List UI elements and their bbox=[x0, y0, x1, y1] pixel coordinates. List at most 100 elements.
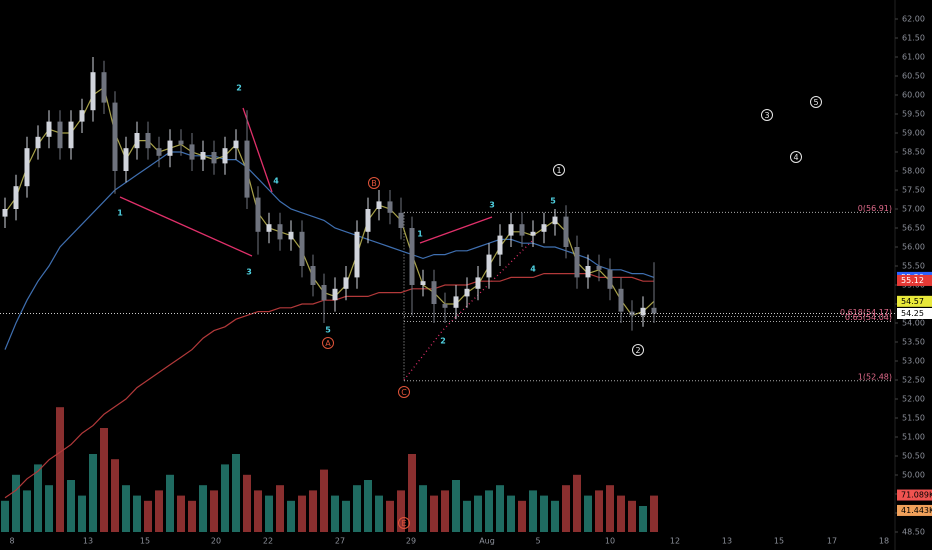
wave-label: 2 bbox=[440, 337, 446, 346]
volume-bar bbox=[232, 454, 240, 532]
candle-body bbox=[618, 288, 624, 312]
volume-bar bbox=[650, 495, 658, 532]
volume-bar bbox=[100, 428, 108, 532]
x-tick-label: 13 bbox=[83, 537, 93, 546]
wave-circled-label: 1 bbox=[556, 166, 561, 175]
y-tick-label: 58.50 bbox=[902, 148, 925, 157]
wave-circled-label: 2 bbox=[635, 346, 640, 355]
candle-body bbox=[101, 72, 107, 103]
volume-bar bbox=[298, 495, 306, 532]
y-tick-label: 50.00 bbox=[902, 471, 925, 480]
candle-body bbox=[79, 110, 85, 122]
price-tag bbox=[897, 504, 932, 516]
candle-body bbox=[13, 186, 19, 209]
candle-body bbox=[288, 231, 294, 240]
price-tag-label: 54.57 bbox=[901, 297, 924, 306]
candle-body bbox=[134, 133, 140, 149]
candle-body bbox=[508, 224, 514, 236]
volume-bar bbox=[287, 500, 295, 532]
y-tick-label: 48.50 bbox=[902, 528, 925, 537]
volume-bar bbox=[34, 464, 42, 532]
candle-body bbox=[640, 307, 646, 316]
wave-circle bbox=[553, 164, 565, 176]
x-tick-label: 20 bbox=[211, 537, 221, 546]
volume-bar bbox=[595, 490, 603, 532]
candle-body bbox=[475, 277, 481, 289]
candle-body bbox=[376, 201, 382, 209]
candle-body bbox=[90, 72, 96, 111]
price-tag-label: 41.443K bbox=[901, 506, 932, 515]
x-tick-label: 22 bbox=[263, 537, 273, 546]
wave-label: 5 bbox=[325, 326, 331, 335]
trend-line bbox=[403, 239, 534, 381]
wave-circled-label: A bbox=[325, 339, 331, 348]
volume-bar bbox=[155, 490, 163, 532]
wave-circled-label: E bbox=[401, 519, 406, 528]
x-tick-label: Aug bbox=[479, 537, 495, 546]
candle-body bbox=[431, 281, 437, 304]
candle-body bbox=[563, 216, 569, 247]
volume-bar bbox=[1, 500, 9, 532]
candle-body bbox=[321, 285, 327, 301]
volume-bar bbox=[221, 464, 229, 532]
y-tick-label: 58.00 bbox=[902, 167, 925, 176]
volume-bar bbox=[243, 474, 251, 532]
volume-bar bbox=[573, 474, 581, 532]
candle-body bbox=[519, 224, 525, 236]
candle-body bbox=[123, 148, 129, 171]
volume-bar bbox=[23, 490, 31, 532]
volume-bar bbox=[463, 500, 471, 532]
volume-bar bbox=[617, 495, 625, 532]
volume-bar bbox=[507, 495, 515, 532]
price-tag-label: 71.089K bbox=[901, 491, 932, 500]
y-tick-label: 57.50 bbox=[902, 186, 925, 195]
candle-body bbox=[46, 121, 52, 137]
volume-bar bbox=[485, 490, 493, 532]
volume-bar bbox=[441, 490, 449, 532]
volume-bar bbox=[254, 490, 262, 532]
candle-body bbox=[585, 266, 591, 278]
price-tag bbox=[897, 295, 932, 307]
y-tick-label: 62.00 bbox=[902, 15, 925, 24]
candle-body bbox=[211, 152, 217, 164]
x-tick-label: 18 bbox=[879, 537, 889, 546]
y-tick-label: 53.00 bbox=[902, 357, 925, 366]
candle-body bbox=[552, 216, 558, 225]
candle-body bbox=[541, 224, 547, 232]
x-tick-label: 8 bbox=[9, 537, 14, 546]
candle-body bbox=[486, 254, 492, 278]
volume-bar bbox=[551, 500, 559, 532]
volume-bar bbox=[408, 454, 416, 532]
volume-bar bbox=[584, 495, 592, 532]
wave-label: 3 bbox=[489, 201, 495, 210]
x-tick-label: 15 bbox=[774, 537, 784, 546]
wave-circle bbox=[790, 151, 802, 163]
candle-body bbox=[530, 231, 536, 236]
volume-bar bbox=[78, 495, 86, 532]
candle-body bbox=[200, 152, 206, 160]
y-tick-label: 56.00 bbox=[902, 243, 925, 252]
wave-circle bbox=[761, 109, 773, 121]
candle-body bbox=[68, 121, 74, 149]
y-tick-label: 55.50 bbox=[902, 262, 925, 271]
y-tick-label: 54.00 bbox=[902, 319, 925, 328]
candle-body bbox=[398, 212, 404, 228]
y-tick-label: 52.00 bbox=[902, 395, 925, 404]
volume-bar bbox=[177, 495, 185, 532]
y-tick-label: 53.50 bbox=[902, 338, 925, 347]
candle-body bbox=[332, 288, 338, 301]
volume-bar bbox=[353, 485, 361, 532]
candle-body bbox=[233, 140, 239, 149]
wave-circled-label: 5 bbox=[813, 98, 818, 107]
candle-body bbox=[178, 140, 184, 145]
volume-bar bbox=[276, 485, 284, 532]
volume-bar bbox=[397, 490, 405, 532]
candle-body bbox=[596, 266, 602, 270]
trend-line bbox=[242, 107, 273, 193]
x-tick-label: 12 bbox=[670, 537, 680, 546]
volume-bar bbox=[56, 407, 64, 532]
volume-bar bbox=[320, 469, 328, 532]
candle-body bbox=[299, 231, 305, 266]
